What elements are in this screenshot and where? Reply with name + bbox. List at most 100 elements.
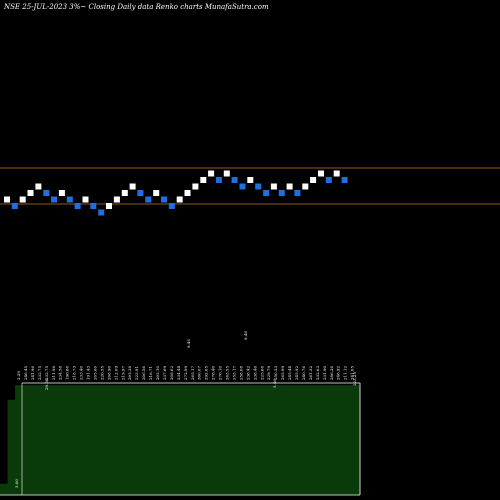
renko-bricks — [4, 170, 348, 216]
date-label: 238.46 — [252, 366, 257, 380]
renko-brick-down — [90, 203, 97, 209]
volume-bar — [232, 385, 241, 495]
date-label: 205.38 — [127, 366, 132, 380]
volume-bar — [322, 385, 331, 495]
volume-bar — [112, 385, 121, 495]
volume-bar — [330, 385, 338, 495]
volume-value-label: 29.50 — [44, 378, 49, 390]
date-label: 234.58 — [58, 366, 63, 380]
volume-bar — [105, 385, 113, 495]
volume-bar — [202, 385, 211, 495]
date-label: 246.45 — [23, 366, 28, 380]
volume-bar — [82, 385, 91, 495]
renko-brick-up — [310, 177, 317, 183]
volume-bar — [270, 385, 278, 495]
renko-brick-up — [286, 183, 293, 190]
renko-brick-up — [270, 183, 277, 190]
volume-bar — [187, 385, 196, 495]
renko-brick-up — [184, 190, 191, 196]
volume-bar — [262, 385, 271, 495]
date-label: 232.75 — [37, 366, 42, 380]
volume-bar — [165, 385, 173, 495]
volume-bar — [157, 385, 166, 495]
peak-label: 9.48 — [243, 331, 248, 340]
peak-label: 9.45 — [186, 339, 191, 348]
volume-bar — [150, 385, 158, 495]
volume-bar — [127, 385, 136, 495]
date-label: 240.76 — [301, 366, 306, 380]
renko-brick-down — [98, 209, 105, 216]
volume-bar — [300, 385, 308, 495]
date-label: 241.96 — [30, 366, 35, 380]
date-label: 218.71 — [148, 366, 153, 380]
date-label: 272.99 — [183, 366, 188, 380]
date-label: 211.12 — [343, 366, 348, 380]
renko-brick-down — [215, 177, 222, 183]
renko-brick-down — [74, 203, 81, 209]
renko-brick-up — [153, 190, 160, 196]
renko-brick-down — [341, 177, 348, 183]
volume-bar — [7, 399, 16, 495]
date-label: 191.43 — [86, 366, 91, 380]
renko-brick-up — [4, 196, 10, 203]
renko-brick-up — [35, 183, 42, 190]
volume-bar — [75, 385, 83, 495]
volume-bar — [45, 385, 53, 495]
date-label: 278.40 — [211, 366, 216, 380]
volume-bar — [52, 385, 61, 495]
volume-bar — [195, 385, 203, 495]
volume-value-label: 5.00 — [14, 479, 19, 488]
volume-bar — [142, 385, 151, 495]
volume-bar — [90, 385, 98, 495]
date-label: 236.42 — [245, 366, 250, 380]
date-label: 237.69 — [162, 366, 167, 380]
date-label: 208.62 — [169, 366, 174, 380]
date-label: 208.90 — [106, 366, 111, 380]
volume-bar — [352, 385, 361, 495]
renko-brick-down — [145, 196, 152, 203]
volume-bar — [285, 385, 293, 495]
renko-brick-up — [129, 183, 136, 190]
renko-brick-down — [137, 190, 144, 196]
renko-brick-down — [66, 196, 73, 203]
volume-bar — [15, 385, 23, 495]
renko-brick-down — [51, 196, 58, 203]
renko-brick-up — [208, 170, 215, 177]
date-label: 270.10 — [218, 366, 223, 380]
volume-bar — [172, 385, 181, 495]
volume-bar — [60, 385, 68, 495]
volume-bar — [37, 385, 46, 495]
renko-brick-up — [19, 196, 26, 203]
volume-bar — [255, 385, 263, 495]
renko-brick-up — [247, 177, 254, 183]
volume-bar — [180, 385, 188, 495]
renko-brick-up — [176, 196, 183, 203]
date-label: 205.10 — [155, 366, 160, 380]
volume-bar — [97, 385, 106, 495]
date-label: 219.97 — [120, 366, 125, 380]
renko-brick-down — [231, 177, 238, 183]
date-label: 246.92 — [336, 366, 341, 380]
volume-bar — [345, 385, 353, 495]
date-label: 245.92 — [294, 366, 299, 380]
volume-value-label: 223.25 — [352, 372, 357, 386]
volume-bar — [0, 483, 8, 495]
renko-brick-down — [263, 190, 270, 196]
renko-brick-up — [318, 170, 324, 177]
level-lines — [0, 167, 500, 205]
renko-brick-down — [11, 203, 18, 209]
volume-panel — [0, 382, 361, 496]
renko-brick-down — [43, 190, 50, 196]
date-label: 253.17 — [232, 366, 237, 380]
volume-bar — [210, 385, 218, 495]
date-label: 2.29 — [16, 371, 21, 380]
renko-brick-down — [325, 177, 332, 183]
renko-brick-down — [161, 196, 167, 203]
date-label: 292.65 — [204, 366, 209, 380]
date-label: 286.26 — [329, 366, 334, 380]
date-label: 258.08 — [238, 366, 243, 380]
date-label: 231.90 — [322, 366, 327, 380]
date-label: 265.17 — [190, 366, 195, 380]
